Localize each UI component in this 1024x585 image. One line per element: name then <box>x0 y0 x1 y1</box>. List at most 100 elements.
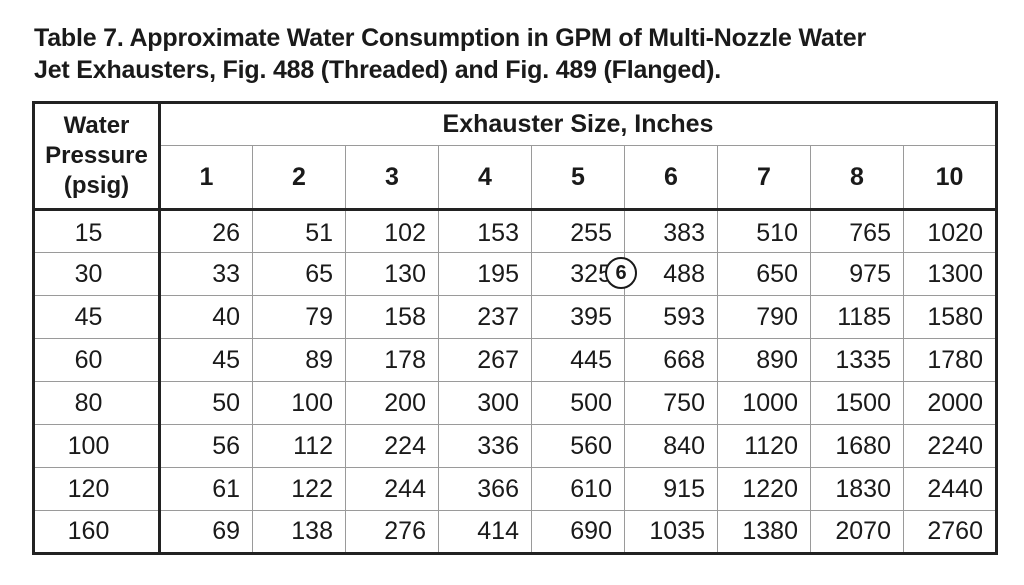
value-cell: 890 <box>717 338 811 382</box>
value-cell: 668 <box>624 338 718 382</box>
pressure-header: Water Pressure (psig) <box>33 102 161 211</box>
value-cell: 69 <box>159 510 253 554</box>
size-header-cell: 1 <box>159 145 253 211</box>
table-row: 15 26 51 102 153 255 383 510 765 1020 <box>33 209 997 253</box>
value-cell: 510 <box>717 209 811 253</box>
table-body: 15 26 51 102 153 255 383 510 765 1020 30 33 65 130 195… <box>33 209 997 554</box>
value-cell: 690 <box>531 510 625 554</box>
pressure-cell: 160 <box>33 510 161 554</box>
table-row: 60 45 89 178 267 445 668 890 1335 1780 <box>33 338 997 382</box>
value-cell: 153 <box>438 209 532 253</box>
size-header-cell: 6 <box>624 145 718 211</box>
value-cell: 336 <box>438 424 532 468</box>
value-cell: 45 <box>159 338 253 382</box>
value-cell: 2000 <box>903 381 997 425</box>
value-cell: 1680 <box>810 424 904 468</box>
value-cell: 500 <box>531 381 625 425</box>
table-row: 30 33 65 130 195 325 6 488 650 975 1300 <box>33 252 997 296</box>
size-header-cell: 5 <box>531 145 625 211</box>
value-cell: 2240 <box>903 424 997 468</box>
value-cell: 445 <box>531 338 625 382</box>
caption-line-2: Jet Exhausters, Fig. 488 (Threaded) and … <box>34 56 721 84</box>
value-cell: 267 <box>438 338 532 382</box>
value-cell: 200 <box>345 381 439 425</box>
value-cell: 1185 <box>810 295 904 339</box>
value-cell: 244 <box>345 467 439 511</box>
value-cell: 40 <box>159 295 253 339</box>
value-cell: 1780 <box>903 338 997 382</box>
callout-circle: 6 <box>605 257 637 289</box>
size-header-cell: 2 <box>252 145 346 211</box>
size-header-cell: 3 <box>345 145 439 211</box>
value-cell: 195 <box>438 252 532 296</box>
value-cell: 1220 <box>717 467 811 511</box>
value-cell: 1035 <box>624 510 718 554</box>
value-cell: 1020 <box>903 209 997 253</box>
size-header-cell: 8 <box>810 145 904 211</box>
value-cell: 300 <box>438 381 532 425</box>
value-cell: 224 <box>345 424 439 468</box>
value-cell: 65 <box>252 252 346 296</box>
value-cell: 2440 <box>903 467 997 511</box>
pressure-header-line: Water <box>63 112 130 139</box>
pressure-cell: 100 <box>33 424 161 468</box>
value-cell: 178 <box>345 338 439 382</box>
value-cell: 1000 <box>717 381 811 425</box>
pressure-cell: 60 <box>33 338 161 382</box>
value-cell: 61 <box>159 467 253 511</box>
value-cell: 650 <box>717 252 811 296</box>
value-cell: 276 <box>345 510 439 554</box>
value-cell: 89 <box>252 338 346 382</box>
header-row-group: Water Pressure (psig) Exhauster Size, In… <box>33 102 997 211</box>
value-cell: 51 <box>252 209 346 253</box>
value-cell: 56 <box>159 424 253 468</box>
value-cell: 915 <box>624 467 718 511</box>
pressure-cell: 120 <box>33 467 161 511</box>
water-consumption-table: Water Pressure (psig) Exhauster Size, In… <box>32 101 998 555</box>
value-cell: 610 <box>531 467 625 511</box>
value-cell: 138 <box>252 510 346 554</box>
value-cell: 122 <box>252 467 346 511</box>
value-cell: 1335 <box>810 338 904 382</box>
pressure-cell: 15 <box>33 209 161 253</box>
value-cell: 414 <box>438 510 532 554</box>
value-cell: 366 <box>438 467 532 511</box>
value-cell: 560 <box>531 424 625 468</box>
value-cell: 765 <box>810 209 904 253</box>
value-cell: 383 <box>624 209 718 253</box>
size-header-cell: 4 <box>438 145 532 211</box>
value-cell: 840 <box>624 424 718 468</box>
value-cell: 100 <box>252 381 346 425</box>
pressure-cell: 45 <box>33 295 161 339</box>
pressure-header-line: Pressure <box>45 142 148 169</box>
value-cell: 50 <box>159 381 253 425</box>
size-header-cell: 10 <box>903 145 997 211</box>
value-cell: 1830 <box>810 467 904 511</box>
value-cell: 1300 <box>903 252 997 296</box>
value-cell: 255 <box>531 209 625 253</box>
value-cell: 1120 <box>717 424 811 468</box>
value-text: 488 <box>663 259 705 288</box>
pressure-cell: 30 <box>33 252 161 296</box>
value-cell: 158 <box>345 295 439 339</box>
value-cell: 593 <box>624 295 718 339</box>
value-cell: 395 <box>531 295 625 339</box>
value-cell: 112 <box>252 424 346 468</box>
header-row-sizes: 1 2 3 4 5 6 7 8 10 <box>34 145 997 211</box>
value-cell: 1380 <box>717 510 811 554</box>
value-cell: 130 <box>345 252 439 296</box>
value-cell: 102 <box>345 209 439 253</box>
value-cell: 1500 <box>810 381 904 425</box>
size-header-cell: 7 <box>717 145 811 211</box>
value-cell: 26 <box>159 209 253 253</box>
value-cell: 790 <box>717 295 811 339</box>
exhauster-size-header: Exhauster Size, Inches <box>159 102 997 146</box>
table-row: 100 56 112 224 336 560 840 1120 1680 2240 <box>33 424 997 468</box>
caption-line-1: Table 7. Approximate Water Consumption i… <box>34 24 866 52</box>
value-cell: 2760 <box>903 510 997 554</box>
value-cell: 975 <box>810 252 904 296</box>
value-cell: 237 <box>438 295 532 339</box>
value-cell: 2070 <box>810 510 904 554</box>
table-row: 45 40 79 158 237 395 593 790 1185 1580 <box>33 295 997 339</box>
value-cell: 1580 <box>903 295 997 339</box>
